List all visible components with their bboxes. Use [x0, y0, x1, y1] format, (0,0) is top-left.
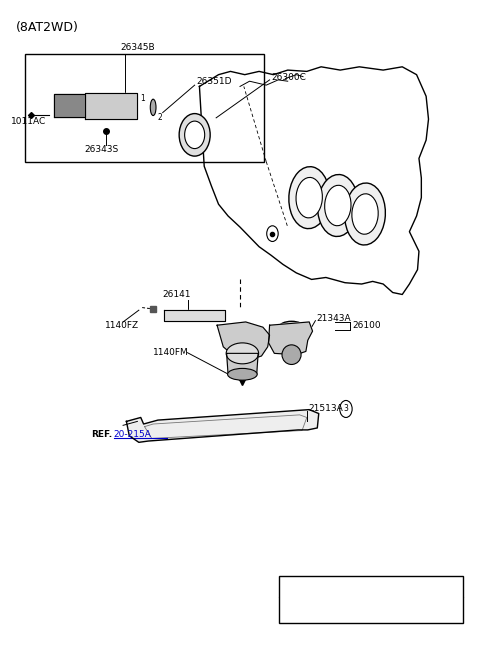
Text: 1: 1 — [140, 94, 144, 102]
Ellipse shape — [324, 185, 351, 226]
Ellipse shape — [296, 177, 323, 218]
Text: 26345B: 26345B — [120, 43, 155, 52]
Polygon shape — [269, 322, 312, 355]
Polygon shape — [199, 67, 429, 294]
Text: :: : — [353, 606, 362, 615]
Bar — [279, 576, 463, 623]
Text: 1140FZ: 1140FZ — [106, 321, 140, 330]
Text: 1: 1 — [366, 606, 371, 615]
Polygon shape — [126, 409, 319, 442]
Ellipse shape — [150, 99, 156, 116]
Text: 26300C: 26300C — [271, 74, 306, 82]
Text: 3: 3 — [344, 405, 348, 413]
Text: 21513A: 21513A — [308, 405, 343, 413]
Text: THE NO.: THE NO. — [284, 606, 325, 615]
Text: NOTE: NOTE — [284, 583, 312, 591]
Text: 1011AC: 1011AC — [11, 117, 46, 126]
Ellipse shape — [226, 343, 259, 364]
Ellipse shape — [282, 345, 301, 365]
Ellipse shape — [185, 121, 204, 148]
Ellipse shape — [179, 114, 210, 156]
Text: ~: ~ — [377, 605, 385, 615]
Text: 26320A: 26320A — [318, 606, 356, 615]
Text: 21343A: 21343A — [316, 314, 351, 323]
Text: 26100: 26100 — [352, 321, 381, 330]
Text: (8AT2WD): (8AT2WD) — [16, 21, 79, 34]
Ellipse shape — [289, 167, 330, 229]
Text: 26351D: 26351D — [196, 77, 231, 85]
Text: 26343S: 26343S — [84, 145, 119, 154]
Text: REF.: REF. — [91, 430, 112, 439]
Text: 1140FM: 1140FM — [153, 348, 189, 357]
Ellipse shape — [345, 183, 385, 245]
Text: 26141: 26141 — [163, 290, 191, 299]
Polygon shape — [164, 310, 225, 321]
Ellipse shape — [317, 175, 358, 237]
Text: 20-215A: 20-215A — [114, 430, 151, 439]
Bar — [25, 54, 264, 162]
Ellipse shape — [228, 369, 257, 380]
Polygon shape — [227, 353, 258, 374]
Polygon shape — [85, 93, 137, 119]
Polygon shape — [54, 95, 85, 117]
Ellipse shape — [352, 194, 378, 235]
Ellipse shape — [279, 321, 304, 333]
Text: 3: 3 — [391, 606, 396, 615]
Text: 2: 2 — [158, 114, 163, 122]
Polygon shape — [217, 322, 270, 360]
